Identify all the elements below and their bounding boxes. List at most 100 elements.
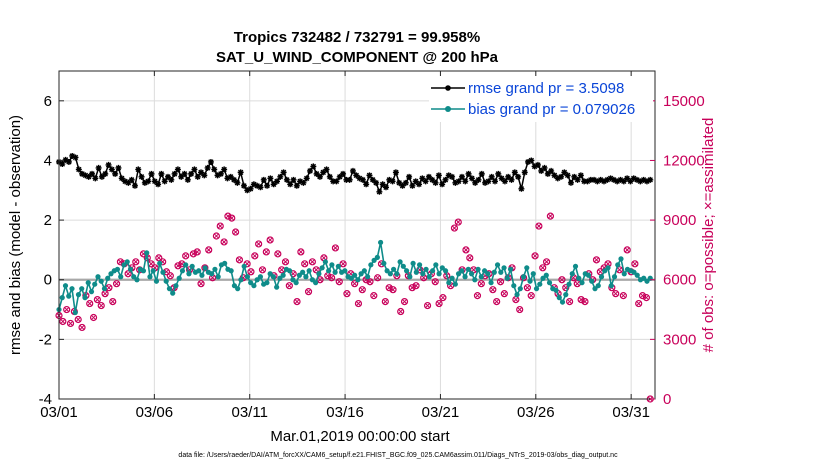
rmse-point	[409, 182, 416, 189]
obs-assimilated-point	[198, 281, 204, 287]
obs-possible-point	[232, 228, 240, 236]
rmse-point	[264, 182, 271, 189]
rmse-point	[234, 179, 241, 186]
obs-possible-point	[354, 299, 363, 308]
obs-assimilated-point	[167, 273, 173, 279]
y-tick-label-right: 0	[663, 391, 671, 408]
obs-possible-point	[189, 250, 197, 258]
obs-possible-point	[535, 222, 543, 230]
obs-possible-point	[258, 266, 267, 274]
rmse-point	[59, 161, 66, 168]
bias-point	[287, 268, 293, 274]
rmse-point	[231, 176, 238, 183]
bias-point	[322, 259, 328, 265]
bias-point	[88, 289, 95, 295]
bias-point	[85, 280, 91, 286]
legend: rmse grand pr = 3.5098 bias grand pr = 0…	[429, 76, 653, 122]
obs-assimilated-point	[643, 294, 650, 301]
rmse-point	[574, 176, 581, 183]
obs-assimilated-point	[547, 213, 554, 219]
rmse-point	[412, 178, 419, 185]
bias-point	[374, 254, 380, 260]
footer-data-file: data file: /Users/raeder/DAI/ATM_forcXX/…	[178, 452, 618, 459]
obs-possible-point	[312, 266, 320, 274]
obs-possible-point	[116, 258, 125, 266]
obs-possible-point	[301, 260, 309, 268]
obs-possible-point	[385, 284, 393, 292]
obs-possible-point	[516, 305, 524, 314]
rmse-point	[587, 176, 594, 183]
rmse-point	[369, 176, 376, 183]
rmse-point	[102, 170, 109, 177]
obs-possible-point	[205, 246, 213, 254]
obs-possible-point	[224, 212, 232, 220]
obs-possible-point	[331, 244, 340, 252]
bias-point	[238, 277, 244, 283]
rmse-point	[359, 176, 366, 183]
y-axis-label-right: # of obs: o=possible; ×=assimilated	[700, 118, 717, 353]
bias-point	[166, 286, 173, 292]
obs-possible-point	[408, 284, 416, 292]
rmse-point	[151, 178, 158, 185]
obs-possible-point	[500, 290, 508, 298]
bias-point	[82, 295, 88, 301]
rmse-point	[376, 188, 383, 195]
bias-point	[186, 271, 192, 277]
bias-point	[572, 263, 579, 269]
obs-assimilated-point	[513, 296, 519, 303]
rmse-point	[69, 152, 76, 159]
rmse-point	[452, 179, 459, 186]
rmse-point	[181, 170, 188, 177]
rmse-point	[198, 169, 205, 176]
obs-assimilated-point	[536, 223, 542, 229]
bias-point	[361, 268, 367, 274]
obs-assimilated-point	[317, 277, 323, 283]
bias-point	[517, 286, 523, 292]
obs-assimilated-point	[336, 279, 342, 285]
obs-possible-point	[577, 296, 585, 304]
rmse-point	[538, 167, 545, 174]
obs-assimilated-point	[463, 247, 469, 253]
obs-assimilated-point	[386, 285, 392, 291]
obs-assimilated-point	[255, 241, 262, 247]
rmse-point	[184, 176, 191, 183]
obs-possible-point	[592, 256, 601, 264]
rmse-point	[442, 176, 449, 183]
rmse-point	[458, 173, 465, 180]
obs-assimilated-point	[60, 318, 66, 325]
bias-point	[202, 265, 208, 271]
obs-possible-point	[473, 292, 482, 300]
x-tick-label: 03/16	[326, 404, 364, 421]
rmse-point	[287, 181, 294, 188]
rmse-point	[95, 164, 102, 171]
rmse-point	[544, 170, 551, 177]
bias-point	[468, 271, 475, 277]
rmse-point	[617, 176, 624, 183]
bias-point	[433, 262, 439, 268]
obs-possible-point	[327, 274, 336, 282]
bias-point	[543, 272, 549, 278]
bias-point	[442, 268, 449, 274]
rmse-point	[455, 178, 462, 185]
rmse-point	[250, 181, 257, 188]
obs-assimilated-point	[302, 261, 308, 267]
rmse-point	[624, 175, 631, 182]
obs-assimilated-point	[532, 253, 538, 259]
bias-point	[595, 283, 601, 289]
obs-possible-point	[297, 248, 305, 256]
y-tick-label-left: -2	[39, 331, 52, 348]
obs-assimilated-point	[367, 279, 373, 285]
bias-point	[407, 274, 413, 280]
rmse-point	[396, 179, 403, 186]
rmse-point	[521, 169, 528, 176]
obs-assimilated-point	[275, 251, 281, 257]
rmse-point	[465, 170, 472, 177]
rmse-point	[178, 173, 185, 180]
rmse-point	[607, 175, 614, 182]
obs-assimilated-point	[390, 287, 396, 293]
rmse-point	[577, 172, 584, 179]
bias-point	[605, 265, 611, 271]
bias-point	[413, 269, 419, 275]
bias-point	[390, 266, 397, 272]
bias-point	[381, 260, 387, 266]
